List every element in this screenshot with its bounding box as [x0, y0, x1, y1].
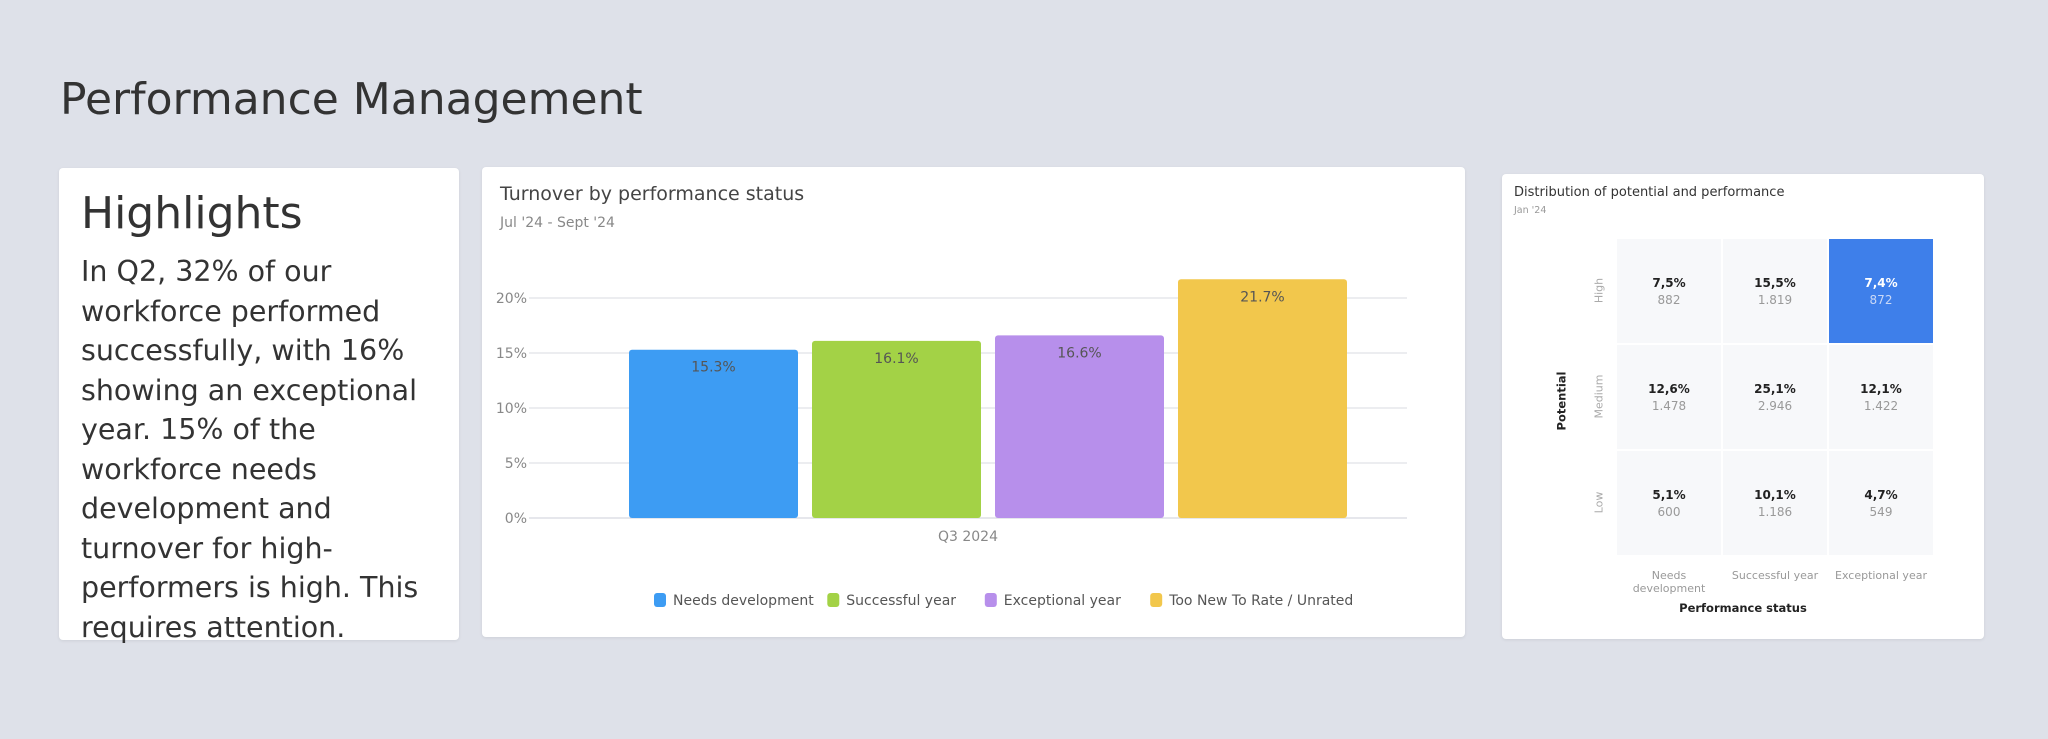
- legend-swatch: [827, 593, 840, 607]
- cell-percent: 4,7%: [1864, 487, 1898, 502]
- legend-item-label: Successful year: [846, 593, 956, 609]
- y-tick-label: 5%: [505, 456, 527, 472]
- cell-count: 1.422: [1863, 398, 1899, 413]
- y-tick-label: 0%: [505, 511, 527, 527]
- cell-count: 2.946: [1757, 398, 1793, 413]
- y-tick-label: 20%: [496, 291, 527, 307]
- cell-count: 872: [1869, 292, 1893, 307]
- cell-count: 600: [1657, 504, 1681, 519]
- legend-swatch: [984, 593, 997, 607]
- heatmap-cell[interactable]: 12,6% 1.478: [1617, 345, 1721, 449]
- cell-count: 1.186: [1757, 504, 1793, 519]
- cell-percent: 12,6%: [1648, 381, 1690, 396]
- distribution-heatmap-card: Distribution of potential and performanc…: [1502, 174, 1984, 639]
- turnover-chart-card: Turnover by performance status Jul '24 -…: [482, 167, 1465, 637]
- bar-needs-development: [629, 349, 798, 518]
- heatmap-title: Distribution of potential and performanc…: [1514, 185, 1785, 200]
- heatmap-cell[interactable]: 5,1% 600: [1617, 451, 1721, 555]
- cell-percent: 15,5%: [1754, 275, 1796, 290]
- chart-subtitle: Jul '24 - Sept '24: [500, 215, 615, 231]
- bar-data-label: 15.3%: [691, 360, 735, 376]
- cell-percent: 5,1%: [1652, 487, 1686, 502]
- heatmap-cell[interactable]: 7,4% 872: [1829, 239, 1933, 343]
- heatmap-cell[interactable]: 12,1% 1.422: [1829, 345, 1933, 449]
- legend-item-label: Exceptional year: [1004, 593, 1121, 609]
- cell-percent: 7,5%: [1652, 275, 1686, 290]
- heatmap-cell[interactable]: 15,5% 1.819: [1723, 239, 1827, 343]
- column-label: Successful year: [1731, 569, 1819, 582]
- column-label: Exceptional year: [1835, 569, 1927, 582]
- x-tick-label: Q3 2024: [938, 529, 998, 545]
- cell-count: 882: [1657, 292, 1681, 307]
- highlights-heading: Highlights: [81, 188, 303, 239]
- row-label: Medium: [1592, 374, 1606, 419]
- y-tick-label: 15%: [496, 346, 527, 362]
- bar-too-new-to-rate-unrated: [1178, 279, 1347, 518]
- heatmap-cell[interactable]: 4,7% 549: [1829, 451, 1933, 555]
- cell-count: 1.478: [1651, 398, 1687, 413]
- heatmap-cell[interactable]: 10,1% 1.186: [1723, 451, 1827, 555]
- y-tick-label: 10%: [496, 401, 527, 417]
- bar-chart: 0% 5% 10% 15% 20% 15.3% 16.1% 16.6% 21.7% Q3 2024…: [496, 279, 1407, 609]
- legend-item-label: Needs development: [673, 593, 814, 609]
- cell-percent: 10,1%: [1754, 487, 1796, 502]
- cell-count: 549: [1869, 504, 1893, 519]
- highlights-body: In Q2, 32% of our workforce performed su…: [81, 255, 419, 644]
- bar-data-label: 21.7%: [1240, 289, 1284, 305]
- row-label: High: [1592, 277, 1606, 304]
- heatmap-cell[interactable]: 25,1% 2.946: [1723, 345, 1827, 449]
- heatmap-y-axis-label: Potential: [1554, 371, 1569, 431]
- legend-swatch: [654, 593, 666, 607]
- heatmap-x-axis-label: Performance status: [1679, 601, 1807, 615]
- cell-percent: 7,4%: [1864, 275, 1898, 290]
- highlights-card: Highlights In Q2, 32% of our workforce p…: [59, 168, 459, 644]
- bar-successful-year: [812, 340, 981, 518]
- legend-item-label: Too New To Rate / Unrated: [1168, 593, 1353, 609]
- legend-swatch: [1150, 593, 1163, 607]
- bar-data-label: 16.6%: [1057, 345, 1101, 361]
- chart-title: Turnover by performance status: [500, 183, 805, 205]
- heatmap-subtitle: Jan '24: [1514, 205, 1547, 216]
- bar-data-label: 16.1%: [874, 351, 918, 367]
- column-label: Needs development: [1632, 569, 1706, 595]
- cell-percent: 25,1%: [1754, 381, 1796, 396]
- cell-count: 1.819: [1757, 292, 1793, 307]
- cell-percent: 12,1%: [1860, 381, 1902, 396]
- heatmap-cell[interactable]: 7,5% 882: [1617, 239, 1721, 343]
- page-title: Performance Management: [60, 74, 643, 125]
- bar-exceptional-year: [995, 335, 1164, 518]
- row-label: Low: [1592, 491, 1606, 514]
